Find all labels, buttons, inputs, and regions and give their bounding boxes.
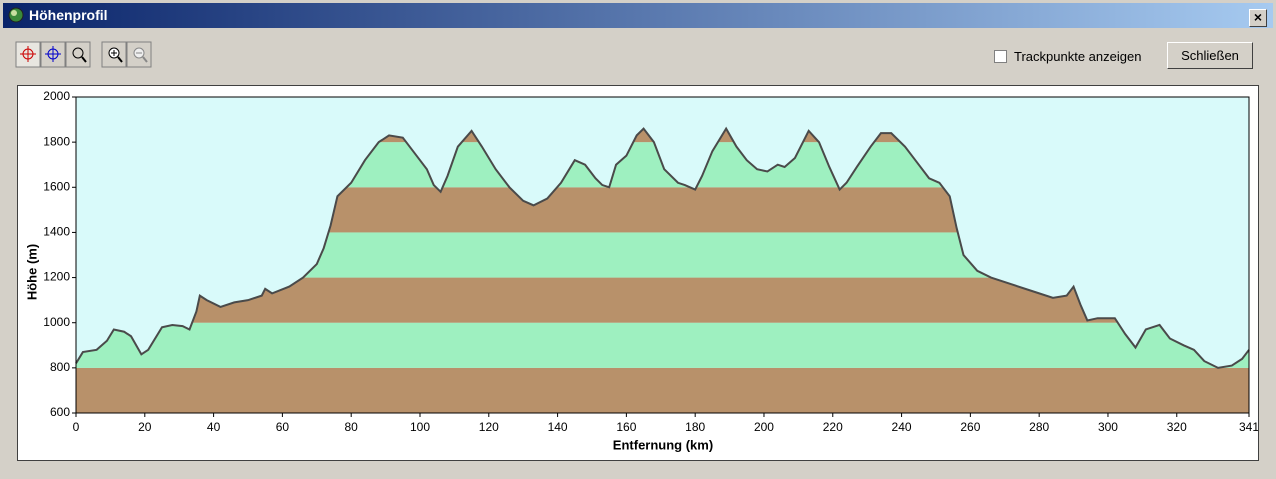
y-tick-label: 800	[50, 360, 70, 374]
tool-zoom-in[interactable]	[101, 41, 127, 68]
y-axis-label: Höhe (m)	[24, 244, 39, 300]
x-tick-label: 0	[73, 420, 80, 434]
y-tick-label: 2000	[43, 89, 70, 103]
x-tick-label: 240	[892, 420, 912, 434]
x-tick-label: 300	[1098, 420, 1118, 434]
x-tick-label: 280	[1029, 420, 1049, 434]
chart: Entfernung (km) Höhe (m) 600800100012001…	[17, 85, 1259, 461]
window-title: Höhenprofil	[29, 7, 108, 23]
title-bar: Höhenprofil ×	[3, 3, 1273, 28]
x-tick-label: 320	[1167, 420, 1187, 434]
y-tick-label: 1800	[43, 134, 70, 148]
x-tick-label: 120	[479, 420, 499, 434]
checkbox[interactable]	[994, 50, 1007, 63]
x-tick-label: 160	[616, 420, 636, 434]
app-icon	[8, 7, 24, 23]
y-tick-label: 1000	[43, 315, 70, 329]
x-tick-label: 220	[823, 420, 843, 434]
x-tick-label: 180	[685, 420, 705, 434]
checkbox-label[interactable]: Trackpunkte anzeigen	[1014, 49, 1142, 64]
elevation-band	[76, 367, 1249, 413]
x-tick-label: 60	[276, 420, 290, 434]
y-tick-label: 1200	[43, 270, 70, 284]
x-axis-label: Entfernung (km)	[613, 437, 713, 452]
x-tick-label: 341	[1239, 420, 1259, 434]
close-icon-button[interactable]: ×	[1249, 9, 1267, 27]
y-tick-label: 1400	[43, 225, 70, 239]
toolbar	[15, 41, 152, 68]
elevation-band	[76, 322, 1249, 368]
x-tick-label: 20	[138, 420, 152, 434]
x-tick-label: 200	[754, 420, 774, 434]
x-tick-label: 260	[960, 420, 980, 434]
x-tick-label: 40	[207, 420, 221, 434]
y-tick-label: 1600	[43, 179, 70, 193]
x-tick-label: 140	[548, 420, 568, 434]
tool-zoom-select[interactable]	[65, 41, 91, 68]
x-tick-label: 100	[410, 420, 430, 434]
x-tick-label: 80	[345, 420, 359, 434]
y-tick-label: 600	[50, 405, 70, 419]
close-button[interactable]: Schließen	[1167, 42, 1253, 69]
profile-line	[75, 126, 1250, 369]
plot-frame	[75, 96, 1250, 414]
